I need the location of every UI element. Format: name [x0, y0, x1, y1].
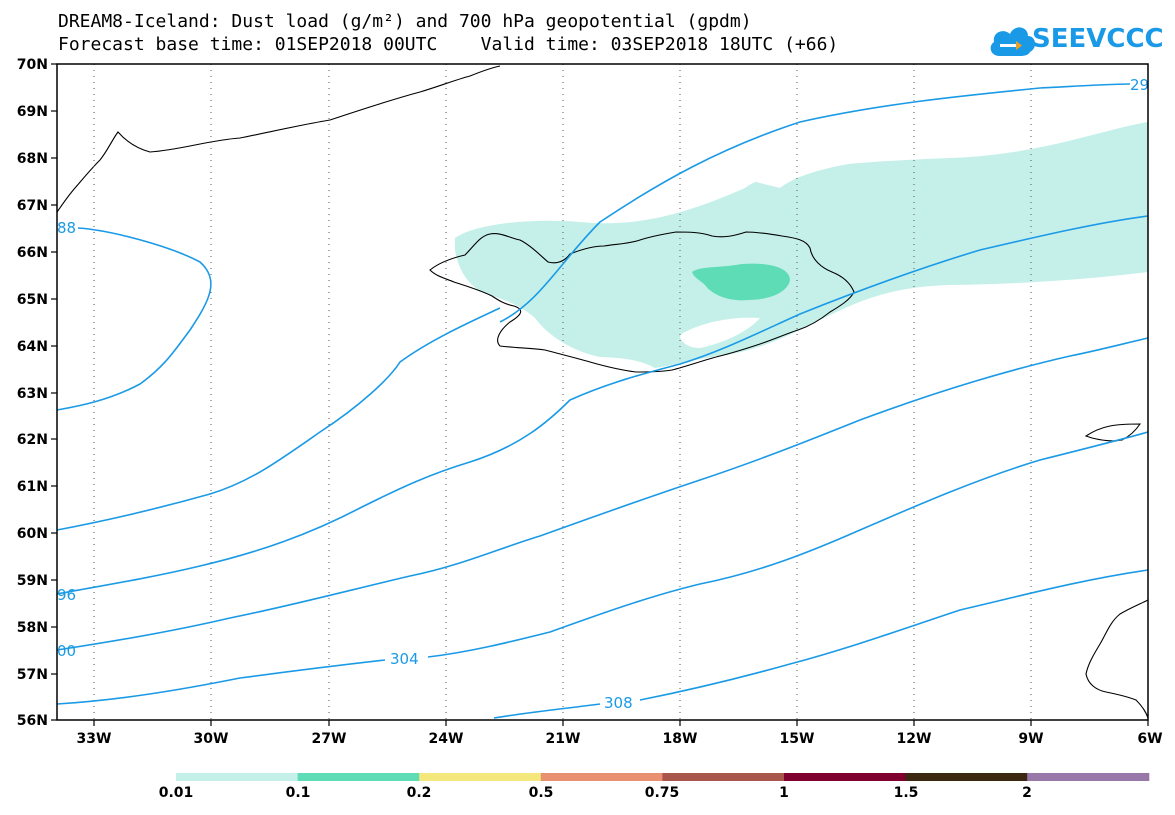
contour-label-308: 308	[604, 694, 633, 712]
colorbar-swatch	[784, 773, 907, 781]
colorbar-swatch	[905, 773, 1028, 781]
dust-gap-south	[680, 317, 760, 348]
contour-292	[56, 307, 501, 531]
lon-label: 6W	[1137, 731, 1162, 747]
contour-label-88: 88	[57, 219, 76, 237]
lat-label: 68N	[17, 151, 48, 167]
colorbar-label: 0.75	[645, 785, 680, 801]
contour-label-00: 00	[57, 642, 76, 660]
lon-label: 30W	[194, 731, 229, 747]
map-subtitle: Forecast base time: 01SEP2018 00UTC Vali…	[58, 34, 839, 55]
contour-label-96: 96	[57, 586, 76, 604]
coastlines	[56, 65, 1149, 719]
contour-296	[56, 215, 1149, 595]
colorbar-label: 0.1	[286, 785, 311, 801]
dust-load-shading	[455, 122, 1148, 368]
dust-gap	[748, 162, 860, 188]
lat-label: 64N	[17, 339, 48, 355]
lat-label: 58N	[17, 620, 48, 636]
colorbar-label: 0.5	[529, 785, 554, 801]
longitude-axis: 33W 30W 27W 24W 21W 18W 15W 12W 9W 6W	[77, 720, 1163, 747]
colorbar-swatch	[540, 773, 663, 781]
lon-label: 12W	[897, 731, 932, 747]
greenland-coast	[56, 65, 501, 213]
lon-label: 15W	[780, 731, 815, 747]
latitude-axis: 70N 69N 68N 67N 66N 65N 64N 63N 62N 61N …	[17, 57, 57, 729]
lat-label: 67N	[17, 198, 48, 214]
lat-label: 61N	[17, 479, 48, 495]
lat-label: 57N	[17, 667, 48, 683]
lon-label: 33W	[77, 731, 112, 747]
iceland-coast	[429, 231, 855, 373]
dust-area-light	[455, 122, 1148, 368]
contour-308	[493, 569, 1149, 719]
lat-label: 56N	[17, 713, 48, 729]
scotland-coast	[1085, 599, 1149, 719]
lat-label: 62N	[17, 432, 48, 448]
colorbar-label: 0.2	[407, 785, 432, 801]
lat-label: 70N	[17, 57, 48, 73]
colorbar-swatch	[662, 773, 785, 781]
lon-label: 9W	[1018, 731, 1043, 747]
map-title: DREAM8-Iceland: Dust load (g/m²) and 700…	[58, 11, 752, 32]
cloud-logo-icon	[990, 27, 1036, 56]
lon-label: 21W	[546, 731, 581, 747]
colorbar-swatch	[176, 773, 299, 781]
colorbar-label: 0.01	[159, 785, 194, 801]
lat-label: 63N	[17, 386, 48, 402]
colorbar-label: 2	[1022, 785, 1032, 801]
dust-area-medium	[692, 263, 790, 301]
lat-label: 66N	[17, 245, 48, 261]
geopotential-contours	[56, 83, 1149, 719]
colorbar-swatch	[419, 773, 542, 781]
lat-label: 59N	[17, 573, 48, 589]
lon-label: 27W	[312, 731, 347, 747]
colorbar-swatches	[176, 773, 1150, 781]
colorbar-label: 1	[779, 785, 789, 801]
lat-label: 69N	[17, 104, 48, 120]
contour-296-north	[499, 83, 1131, 323]
contour-label-304: 304	[390, 650, 419, 668]
lat-label: 60N	[17, 526, 48, 542]
logo-text: SEEVCCC	[1032, 24, 1164, 54]
contour-labels: 29 88 96 00 304 308	[57, 76, 1149, 712]
colorbar-swatch	[1027, 773, 1150, 781]
colorbar-label: 1.5	[894, 785, 919, 801]
contour-300	[56, 337, 1149, 651]
lon-label: 24W	[429, 731, 464, 747]
graticule	[93, 64, 1032, 720]
colorbar: 0.01 0.1 0.2 0.5 0.75 1 1.5 2	[159, 773, 1150, 801]
map-frame	[56, 63, 1149, 721]
contour-304	[56, 431, 1149, 705]
lon-label: 18W	[663, 731, 698, 747]
faroe-islands	[1084, 423, 1142, 442]
lat-label: 65N	[17, 292, 48, 308]
colorbar-swatch	[297, 773, 420, 781]
contour-label-29: 29	[1130, 76, 1149, 94]
contour-288-ridge	[56, 227, 212, 411]
